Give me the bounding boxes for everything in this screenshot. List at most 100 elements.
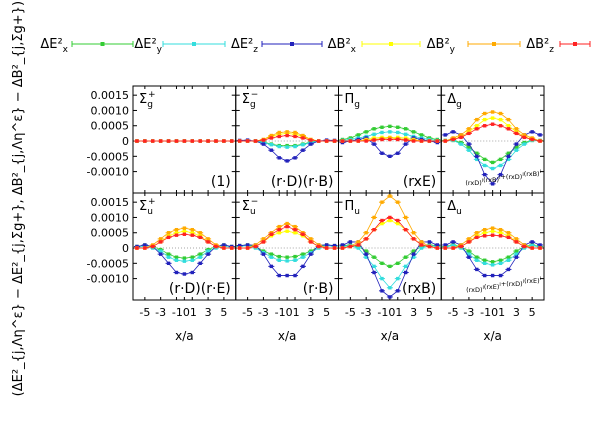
data-point [277,258,281,262]
data-point [498,163,503,168]
data-point [269,232,274,236]
data-point [388,215,392,220]
data-point [490,233,495,237]
data-point [530,246,534,250]
data-point [498,124,503,128]
data-point [538,133,542,137]
x-tick-label: -101 [275,306,300,319]
data-point [293,254,297,259]
x-tick-label: -3 [463,306,474,319]
data-point [514,252,519,256]
data-point [419,139,424,143]
data-point [451,243,455,248]
data-point [467,237,471,241]
data-point [269,264,274,269]
data-point [475,235,479,240]
data-point [514,127,519,131]
operator-label: (r·D)(r·E) [169,281,231,297]
data-point [293,258,297,262]
data-point [143,246,147,250]
data-point [135,246,139,250]
data-point [483,273,487,278]
data-point [388,218,392,223]
x-axis-title: x/a [381,329,400,343]
data-point [380,151,384,155]
data-point [490,110,495,114]
data-point [293,227,297,232]
data-point [467,131,471,136]
data-point [206,249,210,253]
data-point [467,127,471,131]
operator-label: (r·D)(r·B) [271,174,334,190]
data-point [356,246,360,250]
legend-entry: ΔE²z [231,37,323,55]
data-point [245,139,250,143]
data-point [396,221,400,226]
data-point [490,166,495,171]
y-tick-label: 0.0010 [91,211,130,224]
series [236,133,338,143]
data-point [277,134,281,139]
data-point [380,218,384,223]
legend-marker [290,42,294,46]
data-point [309,142,313,146]
data-point [403,270,408,275]
data-point [261,142,266,146]
data-point [506,151,511,155]
data-point [380,221,384,226]
panel-title: Δg [447,92,462,110]
data-point [309,252,313,256]
y-tick-label: 0.0010 [91,104,130,117]
data-point [419,243,424,247]
data-point [475,267,479,272]
legend-label: ΔB²y [427,37,456,55]
data-point [380,130,384,135]
data-point [506,154,511,159]
y-axis-label: (ΔE²_{j,Λη^ε} − ΔE²_{j,Σg+}, ΔB²_{j,Λη^ε… [11,0,26,396]
y-tick-label: -0.0010 [87,273,129,286]
data-point [483,163,487,168]
data-point [135,139,139,143]
data-point [483,111,487,116]
x-tick-label: -5 [448,306,459,319]
data-point [435,246,439,250]
data-point [269,252,274,256]
data-point [396,261,400,266]
data-point [483,117,487,122]
data-point [269,142,274,147]
x-tick-label: 3 [307,306,314,319]
x-tick-label: 3 [410,306,417,319]
data-point [498,227,503,232]
data-point [158,240,163,244]
data-point [522,142,526,146]
data-point [293,130,297,135]
data-point [459,244,463,249]
data-point [293,144,297,149]
data-point [182,232,187,236]
data-point [190,255,194,259]
data-point [340,243,345,247]
data-point [419,246,424,250]
x-tick-label: -5 [345,306,356,319]
data-point [522,244,526,249]
data-point [498,157,503,162]
data-point [530,137,534,142]
data-point [514,131,519,136]
data-point [467,255,471,259]
data-point [403,255,408,259]
operator-label: (rxE) [403,174,436,190]
data-point [443,246,447,250]
data-point [348,240,353,244]
data-point [443,133,447,137]
data-point [459,142,463,146]
data-point [538,139,542,143]
data-point [261,138,266,142]
data-point [174,231,179,235]
legend-label: ΔE²z [231,37,258,55]
y-tick-label: 0.0005 [91,227,130,240]
data-point [388,154,392,159]
data-point [214,244,218,249]
data-point [411,249,416,253]
data-point [506,255,511,259]
panel: 0.0015 0.0010 0.0005 0 -0.0005 -0.0010 Σg+ (1) [87,85,237,194]
